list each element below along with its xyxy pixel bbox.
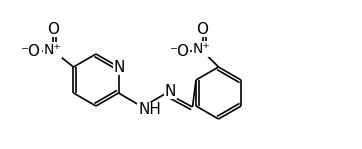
Text: ⁻O: ⁻O	[21, 44, 42, 59]
Text: O: O	[47, 21, 59, 37]
Text: N: N	[114, 59, 125, 74]
Text: N⁺: N⁺	[44, 43, 61, 57]
Text: NH: NH	[138, 103, 161, 118]
Text: N⁺: N⁺	[193, 42, 210, 56]
Text: O: O	[197, 21, 209, 37]
Text: ⁻O: ⁻O	[169, 44, 190, 59]
Text: N: N	[165, 83, 176, 98]
